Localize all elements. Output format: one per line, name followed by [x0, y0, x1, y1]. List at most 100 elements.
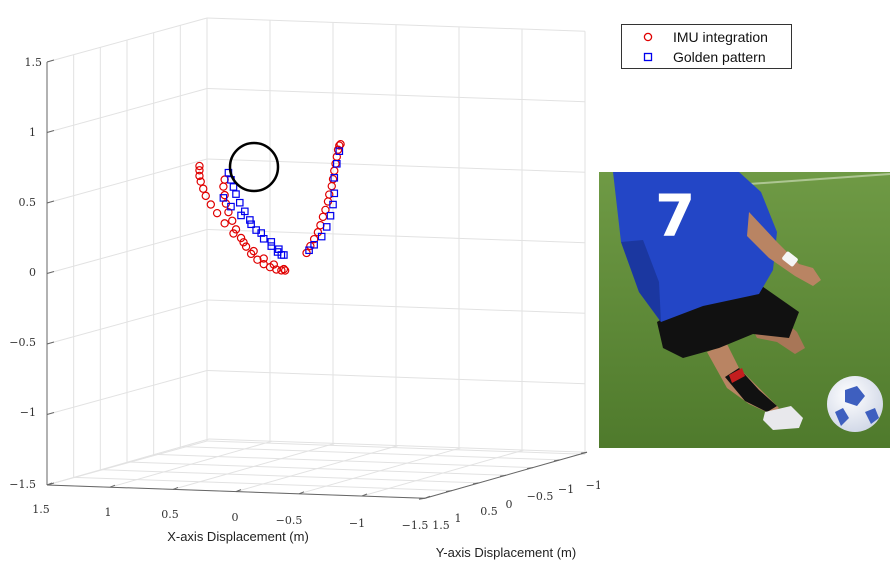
data-point-circle — [195, 171, 204, 181]
data-point-circle — [199, 184, 208, 193]
data-point-circle — [253, 255, 262, 264]
grid-line — [526, 467, 534, 470]
data-point-circle — [224, 207, 233, 217]
grid-line — [46, 271, 55, 274]
data-point-square — [333, 159, 341, 168]
data-point-circle — [335, 141, 344, 150]
data-point-square — [322, 223, 331, 231]
data-point-square — [257, 229, 266, 237]
data-point-square — [326, 211, 335, 220]
y-axis-ticks: 1.5 1 0.5 0 −0.5 −1 −1.5 — [432, 479, 600, 532]
data-point-circle — [309, 234, 319, 244]
data-point-square — [232, 190, 240, 198]
data-point-circle — [212, 208, 222, 218]
y-tick-label: −0.5 — [527, 490, 554, 503]
jersey-number: 7 — [655, 182, 695, 250]
sock-stripe — [729, 368, 745, 383]
legend-label: IMU integration — [673, 29, 768, 45]
data-point-circle — [259, 254, 268, 263]
z-tick-label: −1 — [20, 406, 36, 419]
grid-line — [154, 453, 534, 469]
soccer-player-photo: 7 — [599, 172, 890, 448]
data-point-circle — [220, 219, 229, 228]
z-tick-label: −1.5 — [9, 478, 36, 491]
axes-grid — [46, 17, 588, 499]
legend-marker-circle-icon — [643, 32, 653, 42]
data-point-square — [219, 194, 228, 202]
grid-line — [580, 451, 588, 454]
data-point-square — [267, 242, 276, 250]
data-point-circle — [201, 191, 210, 201]
data-point-circle — [195, 161, 204, 171]
x-tick-label: 1.5 — [32, 503, 50, 516]
grid-line — [46, 341, 55, 345]
data-point-circle — [228, 216, 237, 225]
data-point-square — [330, 174, 339, 182]
y-tick-label: 0.5 — [480, 505, 498, 518]
grid-line — [46, 130, 55, 133]
data-point-circle — [321, 205, 330, 215]
data-point-circle — [279, 264, 289, 274]
pitch-line — [748, 173, 890, 185]
grid-line — [424, 495, 431, 499]
data-point-circle — [231, 225, 241, 234]
legend: IMU integration Golden pattern — [621, 24, 792, 69]
grid-line — [46, 200, 55, 204]
data-point-square — [235, 198, 244, 207]
x-tick-label: −0.5 — [276, 514, 303, 527]
grid-line — [361, 493, 368, 497]
data-point-square — [335, 147, 344, 155]
data-point-circle — [330, 166, 339, 175]
data-point-square — [246, 216, 254, 224]
right-arm — [747, 212, 821, 286]
data-point-circle — [196, 177, 205, 186]
x-tick-label: 0 — [232, 511, 239, 524]
data-point-square — [237, 211, 245, 220]
data-point-circle — [327, 181, 336, 191]
data-point-circle — [229, 229, 238, 238]
grid-line — [109, 484, 116, 488]
x-tick-label: −1.5 — [402, 519, 429, 532]
data-point-circle — [325, 190, 334, 199]
jersey-shade — [621, 240, 661, 322]
data-point-square — [329, 200, 337, 209]
data-point-circle — [246, 249, 256, 259]
data-point-circle — [236, 233, 246, 243]
x-axis-ticks: 1.5 1 0.5 0 −0.5 −1 −1.5 — [32, 503, 428, 532]
grid-line — [46, 59, 55, 63]
data-point-square — [305, 246, 313, 255]
legend-box — [621, 24, 792, 69]
grid-line — [181, 446, 561, 461]
y-tick-label: −1.5 — [586, 479, 600, 492]
grid-line — [46, 482, 53, 486]
y-tick-label: −1 — [558, 483, 574, 496]
x-axis-label: X-axis Displacement (m) — [167, 529, 309, 544]
grid-line — [298, 491, 305, 495]
highlight-circle — [228, 141, 280, 193]
grid-line — [208, 438, 588, 453]
data-point-circle — [206, 200, 215, 209]
x-tick-label: 0.5 — [161, 508, 179, 521]
data-point-square — [247, 220, 255, 229]
grid-line — [499, 474, 507, 477]
grid-line — [472, 482, 480, 485]
3d-scatter-chart: 1.5 1 0.5 0 −0.5 −1 −1.5 1.5 1 0.5 0 −0.… — [9, 17, 600, 560]
data-point-circle — [328, 174, 338, 184]
z-tick-label: 1 — [29, 126, 36, 139]
data-point-square — [310, 240, 318, 249]
grid-line — [553, 459, 561, 462]
data-point-square — [330, 189, 339, 198]
data-point-circle — [239, 238, 248, 247]
data-point-square — [317, 232, 326, 241]
grid-line — [235, 489, 242, 493]
legend-label: Golden pattern — [673, 49, 766, 65]
data-point-circle — [318, 212, 328, 222]
z-tick-label: −0.5 — [9, 336, 36, 349]
data-point-square — [275, 245, 283, 253]
boot — [763, 406, 803, 430]
z-tick-label: 0.5 — [19, 196, 37, 209]
legend-marker-square-icon — [643, 52, 653, 62]
data-point-circle — [195, 166, 204, 175]
grid-line — [46, 412, 55, 415]
data-point-square — [229, 183, 238, 191]
